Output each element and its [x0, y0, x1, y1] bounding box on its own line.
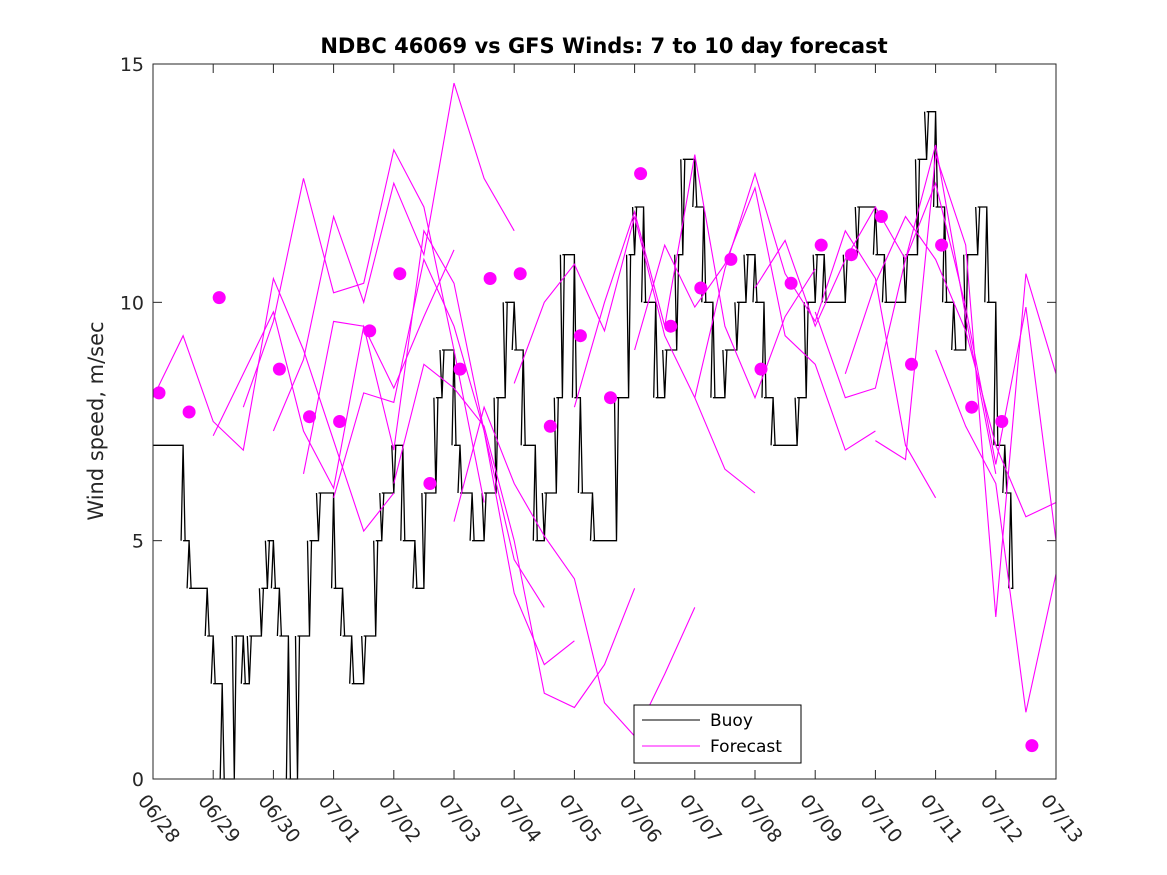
axes-frame [152, 63, 1057, 780]
forecast-point [1025, 739, 1039, 753]
forecast-run-line-2 [212, 249, 455, 490]
forecast-run-line-11 [634, 185, 876, 451]
forecast-run-line-4 [272, 82, 515, 432]
forecast-point [212, 291, 226, 305]
forecast-point [874, 210, 888, 223]
forecast-point [694, 281, 708, 295]
forecast-point [814, 238, 828, 252]
chart-title: NDBC 46069 vs GFS Winds: 7 to 10 day for… [320, 34, 887, 58]
forecast-point [272, 362, 286, 376]
forecast-point [784, 276, 798, 290]
forecast-run-line-16 [875, 154, 1057, 617]
legend-buoy-label: Buoy [710, 711, 753, 731]
forecast-point [182, 405, 196, 419]
forecast-run-line-17 [935, 349, 1057, 713]
forecast-run-line-5 [302, 229, 545, 608]
legend: Buoy Forecast [633, 704, 802, 764]
plot-background [153, 64, 1056, 779]
forecast-run-line-13 [754, 144, 997, 475]
forecast-point [965, 400, 979, 414]
data-traces [152, 82, 1057, 780]
y-tick-label: 15 [120, 54, 144, 76]
forecast-point [905, 357, 918, 371]
legend-forecast-label: Forecast [710, 737, 782, 757]
forecast-run-line-9 [513, 216, 756, 494]
forecast-point [513, 267, 527, 281]
forecast-point [634, 167, 648, 181]
forecast-point [724, 252, 738, 266]
forecast-point [303, 410, 316, 424]
forecast-point [844, 248, 858, 262]
forecast-point [483, 272, 497, 285]
forecast-run-line-15 [844, 215, 1057, 518]
forecast-point [664, 319, 678, 333]
forecast-point [453, 362, 467, 376]
forecast-point [393, 267, 407, 281]
forecast-point [573, 329, 587, 343]
forecast-point [995, 415, 1009, 428]
forecast-point [754, 362, 768, 376]
y-tick-label: 0 [132, 769, 144, 791]
forecast-point [935, 238, 949, 252]
forecast-point [152, 386, 166, 400]
forecast-point [543, 419, 557, 433]
forecast-run-line-1 [152, 276, 395, 533]
plot-area: 06/28 06/29 06/30 07/01 07/02 07/03 07/04 07/05… [120, 54, 1087, 847]
forecast-run-line-7 [393, 363, 636, 709]
forecast-run-line-3 [242, 148, 485, 503]
forecast-point [423, 477, 437, 490]
buoy-series-line [153, 111, 1014, 780]
forecast-run-line-10 [573, 154, 816, 408]
y-axis-label: Wind speed, m/sec [84, 321, 108, 520]
legend-box [633, 704, 802, 764]
y-tick-label: 5 [132, 531, 144, 553]
forecast-run-line-14 [814, 181, 1057, 541]
forecast-point [363, 324, 377, 338]
forecast-point [333, 415, 347, 428]
forecast-point [604, 391, 617, 405]
forecast-run-line-8 [453, 405, 696, 738]
forecast-run-line-12 [694, 171, 937, 499]
y-tick-label: 10 [120, 292, 144, 314]
